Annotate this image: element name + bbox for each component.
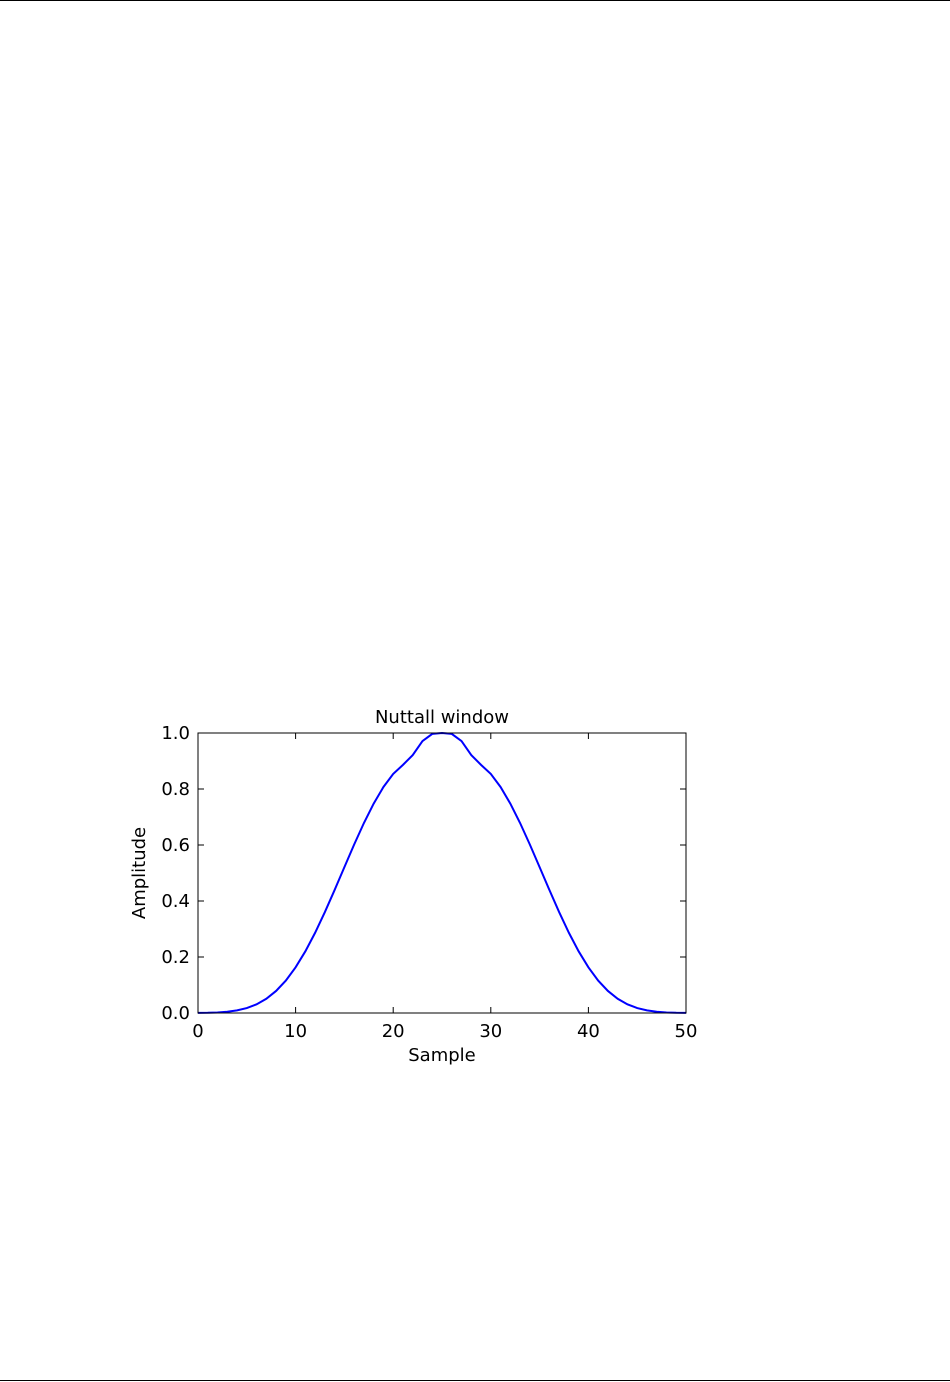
y-tick-label: 1.0: [161, 723, 190, 744]
y-tick-label: 0.4: [161, 891, 190, 912]
plot-frame: [197, 732, 687, 1014]
x-tick-label: 0: [192, 1021, 203, 1042]
x-tick-label: 30: [479, 1021, 502, 1042]
x-tick-label: 50: [675, 1021, 698, 1042]
x-tick-label: 20: [382, 1021, 405, 1042]
series-line: [197, 731, 687, 1014]
chart-title: Nuttall window: [375, 707, 509, 728]
x-tick-label: 10: [284, 1021, 307, 1042]
y-tick-label: 0.8: [161, 779, 190, 800]
page-top-rule: [0, 0, 950, 1]
x-axis-label: Sample: [408, 1045, 476, 1066]
x-tick-label: 40: [577, 1021, 600, 1042]
y-tick-label: 0.0: [161, 1003, 190, 1024]
y-axis-label: Amplitude: [129, 827, 150, 919]
axes: 0 10 20 30 40 50 0.0 0.2 0.4 0.6 0.8 1.0: [161, 723, 697, 1042]
page-bottom-rule: [0, 1380, 950, 1381]
y-tick-label: 0.2: [161, 947, 190, 968]
y-tick-label: 0.6: [161, 835, 190, 856]
